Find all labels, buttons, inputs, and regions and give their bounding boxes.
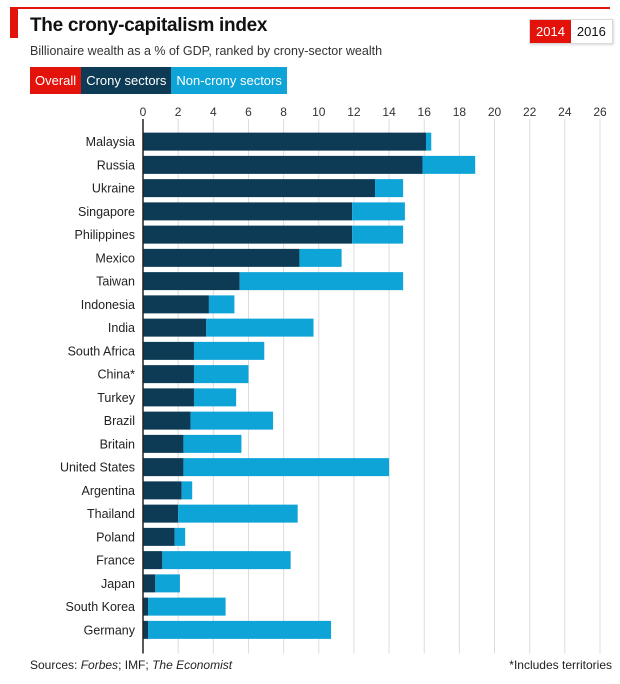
category-label: Mexico	[95, 251, 135, 265]
bar-noncrony-ukraine	[375, 179, 404, 198]
bar-crony-ukraine	[143, 179, 376, 198]
category-label: United States	[60, 461, 135, 475]
bar-crony-britain	[143, 434, 184, 453]
x-tick-label: 10	[312, 105, 326, 119]
bar-noncrony-united-states	[183, 458, 390, 477]
bar-noncrony-germany	[148, 620, 332, 639]
category-label: Malaysia	[86, 135, 135, 149]
category-label: France	[96, 554, 135, 568]
bar-noncrony-thailand	[178, 504, 298, 523]
source-imf: ; IMF;	[118, 658, 153, 672]
bar-crony-singapore	[143, 202, 353, 221]
bar-crony-malaysia	[143, 132, 426, 151]
x-tick-label: 6	[245, 105, 252, 119]
brand-marker	[10, 7, 18, 38]
source-economist: The Economist	[152, 658, 233, 672]
bar-crony-argentina	[143, 481, 182, 500]
source-forbes: Forbes	[80, 658, 119, 672]
bar-crony-thailand	[143, 504, 179, 523]
x-tick-label: 4	[210, 105, 217, 119]
x-tick-label: 24	[558, 105, 572, 119]
bar-noncrony-singapore	[352, 202, 405, 221]
bar-noncrony-malaysia	[425, 132, 432, 151]
year-2016-button[interactable]: 2016	[570, 20, 612, 43]
x-tick-label: 14	[382, 105, 396, 119]
legend: Overall Crony sectors Non-crony sectors	[30, 67, 287, 94]
bar-noncrony-india	[206, 318, 314, 337]
bar-noncrony-brazil	[190, 411, 274, 430]
category-label: Ukraine	[92, 182, 135, 196]
bar-crony-china-	[143, 365, 194, 384]
category-label: Poland	[96, 530, 135, 544]
bar-noncrony-china-	[193, 365, 249, 384]
x-tick-label: 8	[280, 105, 287, 119]
category-label: Singapore	[78, 205, 135, 219]
x-tick-label: 18	[453, 105, 467, 119]
category-label: China*	[97, 368, 135, 382]
category-label: Britain	[100, 437, 135, 451]
bar-noncrony-france	[162, 551, 291, 570]
x-tick-label: 22	[523, 105, 537, 119]
category-label: South Korea	[66, 600, 136, 614]
bar-crony-south-korea	[143, 597, 149, 616]
bar-crony-indonesia	[143, 295, 209, 314]
legend-crony-sectors-button[interactable]: Crony sectors	[81, 67, 172, 94]
category-label: Japan	[101, 577, 135, 591]
bar-noncrony-south-korea	[148, 597, 226, 616]
x-tick-label: 12	[347, 105, 361, 119]
legend-overall-button[interactable]: Overall	[30, 67, 82, 94]
category-label: Russia	[97, 158, 135, 172]
top-rule	[10, 7, 610, 9]
bar-crony-brazil	[143, 411, 191, 430]
bar-noncrony-argentina	[181, 481, 193, 500]
bar-crony-germany	[143, 620, 149, 639]
category-label: Indonesia	[81, 298, 135, 312]
x-tick-label: 2	[175, 105, 182, 119]
bar-noncrony-turkey	[193, 388, 237, 407]
legend-non-crony-sectors-button[interactable]: Non-crony sectors	[171, 67, 287, 94]
bar-noncrony-indonesia	[208, 295, 235, 314]
sources-prefix: Sources:	[30, 658, 81, 672]
category-label: Turkey	[97, 391, 135, 405]
bar-crony-united-states	[143, 458, 184, 477]
bar-noncrony-philippines	[352, 225, 404, 244]
bar-crony-france	[143, 551, 163, 570]
bar-noncrony-south-africa	[193, 341, 265, 360]
bar-crony-poland	[143, 527, 175, 546]
year-2014-button[interactable]: 2014	[530, 20, 571, 43]
bar-crony-russia	[143, 155, 423, 174]
bar-crony-india	[143, 318, 207, 337]
bar-noncrony-mexico	[299, 248, 342, 267]
footnote: *Includes territories	[509, 658, 612, 672]
x-tick-label: 0	[140, 105, 147, 119]
year-toggle: 2014 2016	[529, 19, 613, 44]
bar-crony-taiwan	[143, 272, 240, 291]
bar-crony-japan	[143, 574, 156, 593]
bar-noncrony-britain	[183, 434, 242, 453]
category-label: Germany	[84, 623, 136, 637]
category-label: Argentina	[81, 484, 135, 498]
x-tick-label: 26	[593, 105, 607, 119]
bar-noncrony-russia	[422, 155, 476, 174]
sources-note: Sources: Forbes; IMF; The Economist	[30, 658, 232, 672]
bar-crony-turkey	[143, 388, 194, 407]
bar-crony-south-africa	[143, 341, 194, 360]
bar-crony-mexico	[143, 248, 300, 267]
bar-noncrony-poland	[174, 527, 186, 546]
bar-crony-philippines	[143, 225, 353, 244]
category-label: Brazil	[104, 414, 135, 428]
bar-noncrony-taiwan	[239, 272, 404, 291]
x-tick-label: 20	[488, 105, 502, 119]
bar-noncrony-japan	[155, 574, 180, 593]
category-label: South Africa	[68, 344, 135, 358]
category-label: Taiwan	[96, 275, 135, 289]
x-tick-label: 16	[418, 105, 432, 119]
category-label: Philippines	[75, 228, 135, 242]
chart-subtitle: Billionaire wealth as a % of GDP, ranked…	[30, 44, 383, 58]
category-label: India	[108, 321, 135, 335]
chart-title: The crony-capitalism index	[30, 15, 268, 36]
category-label: Thailand	[87, 507, 135, 521]
